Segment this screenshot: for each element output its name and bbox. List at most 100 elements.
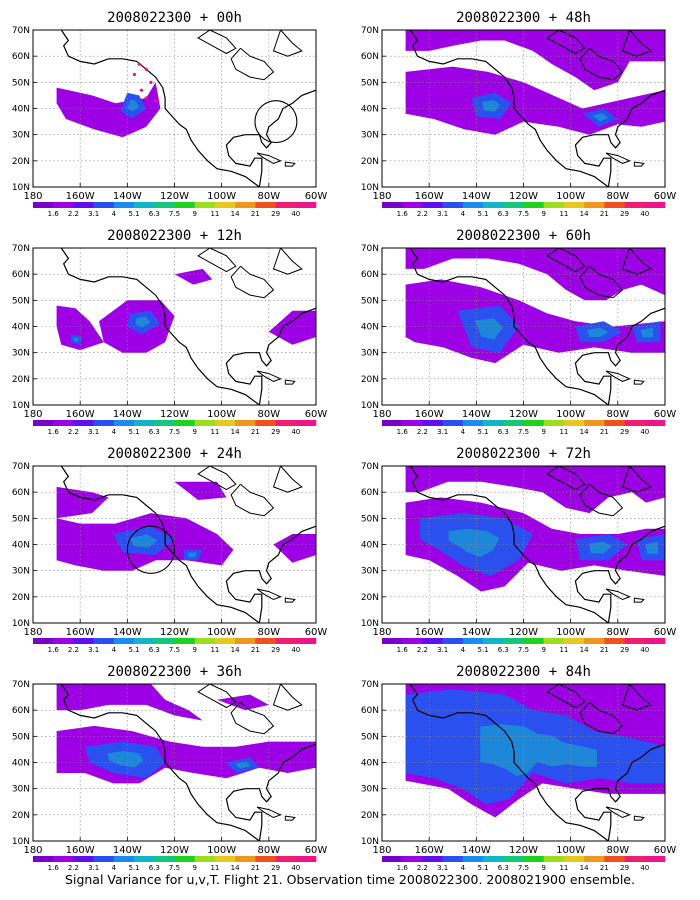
colorbar-label: 1.6 [397,428,409,436]
colorbar-swatch [382,202,403,208]
colorbar-swatch [295,202,317,208]
colorbar-swatch [543,420,565,426]
latitude-tick-label: 30N [12,131,30,141]
coastline-island [197,466,237,491]
colorbar-swatch [523,856,545,862]
longitude-tick-label: 160W [415,845,444,856]
colorbar-label: 40 [291,210,300,218]
colorbar-label: 6.3 [498,210,509,218]
colorbar-swatch [462,202,484,208]
colorbar-label: 11 [559,646,568,654]
coastline-island [633,379,645,385]
colorbar-swatch [563,420,585,426]
colorbar-label: 14 [580,210,589,218]
colorbar-label: 29 [620,646,629,654]
flight-track-dot [132,72,137,77]
coastline-island [579,47,624,81]
latitude-tick-label: 20N [361,157,379,167]
colorbar-swatch [523,420,545,426]
colorbar-swatch [255,202,276,208]
longitude-tick-label: 180 [23,627,42,638]
colorbar-swatch [543,202,565,208]
colorbar-label: 5.1 [478,428,489,436]
latitude-tick-label: 30N [361,131,379,141]
longitude-tick-label: 120W [509,191,538,202]
latitude-tick-label: 40N [361,541,379,551]
latitude-tick-label: 10N [361,401,379,411]
colorbar-swatch [442,202,464,208]
longitude-tick-label: 60W [654,627,677,638]
colorbar-label: 7.5 [169,210,180,218]
latitude-tick-label: 30N [361,349,379,359]
colorbar-swatch [295,420,317,426]
colorbar-swatch [402,856,423,862]
latitude-tick-label: 10N [361,619,379,629]
colorbar-swatch [275,638,297,644]
colorbar-label: 1.6 [397,646,409,654]
longitude-tick-label: 120W [160,627,189,638]
flight-track-dot [144,96,148,100]
colorbar-label: 1.6 [397,864,409,872]
colorbar-label: 14 [580,646,589,654]
latitude-tick-label: 70N [12,26,30,36]
coastline-island [284,379,296,385]
coastline-island [546,684,586,709]
coastline-island [272,30,303,57]
colorbar-swatch [624,202,646,208]
flight-track-dot [144,67,148,71]
latitude-tick-label: 40N [361,105,379,115]
longitude-tick-label: 180 [23,191,42,202]
colorbar-swatch [235,856,256,862]
colorbar-label: 11 [210,864,219,872]
colorbar-label: 11 [210,428,219,436]
colorbar-label: 2.2 [417,428,428,436]
coastline-island [621,248,652,275]
colorbar-swatch [584,420,605,426]
colorbar-label: 7.5 [518,646,529,654]
colorbar-label: 1.6 [48,646,60,654]
panel-title: 2008022300 + 36h [107,664,242,680]
colorbar-label: 5.1 [478,864,489,872]
colorbar-swatch [194,638,216,644]
latitude-tick-label: 60N [361,52,379,62]
colorbar-label: 11 [210,646,219,654]
colorbar-label: 9 [192,210,196,218]
colorbar-swatch [33,638,54,644]
panel-title: 2008022300 + 48h [456,10,591,26]
colorbar-swatch [402,420,423,426]
variance-field-peak [640,327,654,338]
coastline-island [546,466,586,491]
latitude-tick-label: 50N [361,78,379,88]
panel-title: 2008022300 + 84h [456,664,591,680]
longitude-tick-label: 100W [556,409,585,420]
colorbar-label: 4 [461,646,466,654]
colorbar-swatch [503,420,524,426]
colorbar-swatch [604,856,625,862]
colorbar-swatch [442,638,464,644]
coastline [60,248,316,405]
colorbar-label: 6.3 [149,646,160,654]
observation-region-circle [126,525,176,574]
colorbar-label: 3.1 [437,646,448,654]
latitude-tick-label: 70N [361,244,379,254]
colorbar-label: 21 [251,646,260,654]
colorbar-label: 40 [291,646,300,654]
variance-field-low [217,694,269,711]
colorbar-label: 3.1 [88,646,99,654]
latitude-tick-label: 70N [12,462,30,472]
latitude-tick-label: 20N [12,375,30,385]
latitude-tick-label: 30N [12,349,30,359]
flight-track-dot [137,62,141,66]
variance-field-peak [188,552,197,558]
colorbar-label: 29 [271,210,280,218]
colorbar-swatch [53,420,74,426]
colorbar-swatch [644,856,666,862]
colorbar-label: 1.6 [397,210,409,218]
longitude-tick-label: 140W [113,191,142,202]
coastline-island [230,47,275,81]
colorbar-label: 40 [291,428,300,436]
colorbar-swatch [53,856,74,862]
colorbar-swatch [503,856,524,862]
longitude-tick-label: 80W [607,409,630,420]
latitude-tick-label: 10N [12,619,30,629]
